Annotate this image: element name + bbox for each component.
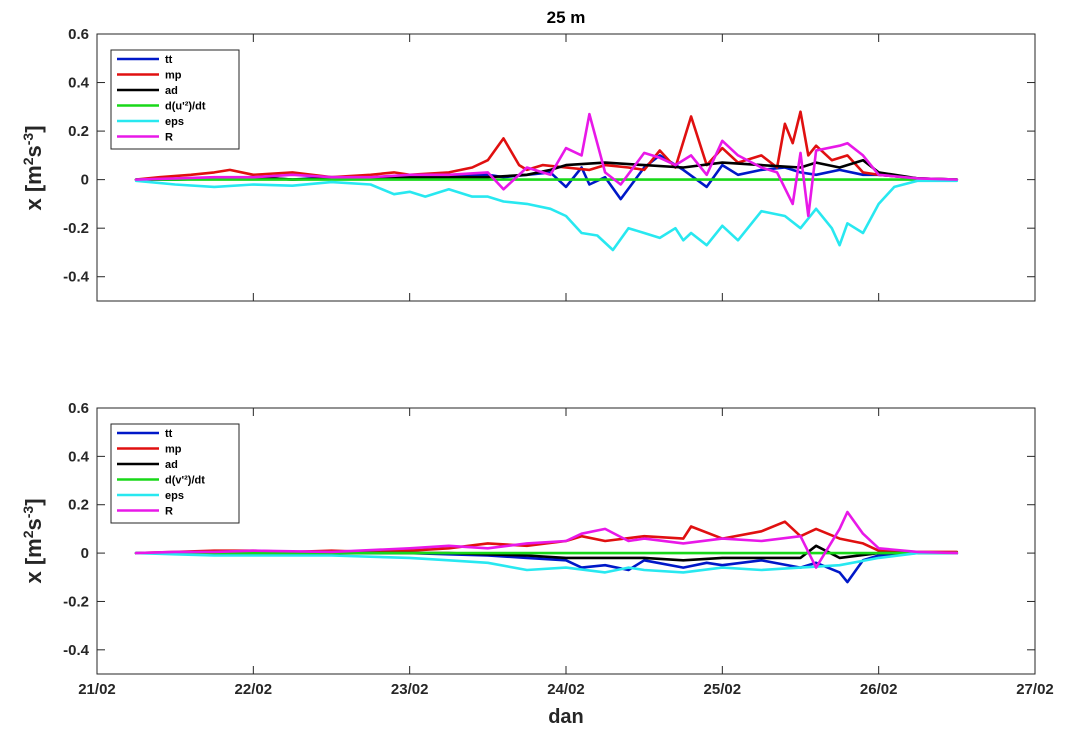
x-axis-label: dan [548,706,584,728]
y-tick-label: 0 [81,545,89,562]
figure-title: 25 m [547,8,586,27]
legend-label-eps: eps [165,490,184,502]
legend-label-ad: ad [165,459,178,471]
ticks-top: -0.4 -0.2 0 0.2 0.4 0.6 [63,26,1036,301]
y-tick-label: 0.4 [68,75,90,92]
panel-top: -0.4 -0.2 0 0.2 0.4 0.6 tt mp ad d(u'²)/dt eps R x… [20,26,1036,302]
panel-bottom: -0.4 -0.2 0 0.2 0.4 0.6 21/02 22/02 23/02 24/02 25… [20,400,1054,728]
x-tick-label: 25/02 [704,681,742,698]
x-tick-label: 26/02 [860,681,898,698]
legend-top: tt mp ad d(u'²)/dt eps R [110,49,240,150]
legend-label-R: R [165,506,173,518]
y-tick-label: -0.2 [63,220,89,237]
legend-label-ad: ad [165,85,178,97]
legend-label-mp: mp [165,444,182,456]
series-line-R [134,510,959,569]
legend-box [110,49,240,150]
legend-label-R: R [165,132,173,144]
series-lines-top [134,110,959,252]
y-tick-label: 0.4 [68,448,90,465]
series-line-eps [134,551,959,574]
series-lines-bottom [134,510,959,584]
y-tick-label: 0.6 [68,400,89,417]
legend-label-mp: mp [165,70,182,82]
y-axis-label-top: x [m2s-3] [20,125,46,210]
y-tick-label: -0.4 [63,269,90,286]
x-tick-label: 22/02 [235,681,273,698]
legend-label-d: d(v'²)/dt [165,475,205,487]
series-line-eps [134,179,959,252]
legend-label-tt: tt [165,54,173,66]
x-tick-label: 21/02 [78,681,116,698]
legend-label-d: d(u'²)/dt [165,101,206,113]
legend-label-eps: eps [165,116,184,128]
x-tick-label: 27/02 [1016,681,1054,698]
x-tick-label: 23/02 [391,681,429,698]
x-tick-label: 24/02 [547,681,585,698]
y-tick-label: -0.4 [63,642,90,659]
y-tick-label: 0 [81,172,89,189]
legend-label-tt: tt [165,428,173,440]
series-line-R [134,112,959,218]
y-tick-label: -0.2 [63,593,89,610]
legend-bottom: tt mp ad d(v'²)/dt eps R [110,423,240,524]
y-tick-label: 0.6 [68,26,89,43]
y-tick-label: 0.2 [68,497,89,514]
y-axis-label-bottom: x [m2s-3] [20,498,46,583]
legend-box [110,423,240,524]
ticks-bottom: -0.4 -0.2 0 0.2 0.4 0.6 21/02 22/02 23/02 24/02 25… [63,400,1054,698]
y-tick-label: 0.2 [68,123,89,140]
